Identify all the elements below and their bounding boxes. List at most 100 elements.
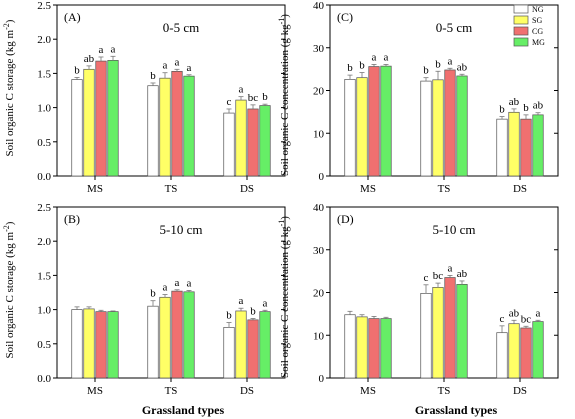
- bar-mg-ms: [107, 60, 119, 177]
- x-tick-label: TS: [438, 385, 451, 397]
- y-axis-title: Soil organic C concentration (g kg-1): [277, 216, 291, 378]
- significance-label: a: [163, 282, 168, 294]
- bar-mg-ts: [183, 75, 195, 177]
- bar-sg-ts: [159, 296, 171, 379]
- depth-label: 0-5 cm: [436, 20, 472, 35]
- y-tick-label: 1.5: [37, 68, 51, 80]
- y-tick-label: 2.5: [37, 0, 51, 12]
- bar-ng-ms: [71, 79, 83, 177]
- y-axis-title: Soil organic C storage (kg m-2): [2, 221, 16, 358]
- y-tick-label: 0.5: [37, 339, 51, 351]
- bar-cg-ms: [95, 60, 107, 177]
- bar-mg-ds: [532, 114, 544, 177]
- significance-label: c: [500, 313, 505, 325]
- bar-ng-ds: [223, 327, 235, 379]
- significance-label: b: [523, 102, 529, 114]
- legend-label-mg: MG: [532, 38, 545, 47]
- y-axis-title-main: Soil organic C storage (kg m: [4, 231, 16, 358]
- y-tick-label: 1.0: [37, 103, 51, 115]
- x-tick-label: MS: [87, 385, 103, 397]
- bar-cg-ts: [444, 277, 456, 379]
- y-axis-title-main: Soil organic C storage (kg m: [4, 29, 16, 156]
- significance-label: a: [263, 297, 268, 309]
- y-axis-title-superscript: -1: [277, 18, 286, 25]
- bar-cg-ts: [444, 69, 456, 177]
- bar-mg-ts: [456, 75, 468, 177]
- legend-label-cg: CG: [532, 27, 543, 36]
- significance-label: a: [372, 51, 377, 63]
- bar-ng-ds: [496, 118, 508, 177]
- y-axis-title-main: Soil organic C concentration (g kg: [279, 226, 291, 378]
- significance-label: ab: [509, 307, 520, 319]
- y-tick-label: 30: [313, 245, 325, 257]
- significance-label: bc: [433, 270, 444, 282]
- bar-mg-ds: [532, 321, 544, 379]
- bar-sg-ds: [235, 310, 247, 379]
- bar-cg-ms: [95, 311, 107, 379]
- y-tick-label: 2.0: [37, 236, 51, 248]
- legend-swatch-sg: [513, 15, 529, 25]
- significance-label: a: [111, 43, 116, 55]
- legend-label-ng: NG: [532, 5, 544, 14]
- bar-sg-ts: [432, 79, 444, 177]
- bar-ng-ms: [344, 314, 356, 379]
- significance-label: a: [536, 307, 541, 319]
- significance-label: c: [424, 272, 429, 284]
- bar-sg-ms: [83, 68, 95, 177]
- y-tick-label: 0: [319, 171, 325, 183]
- x-tick-label: DS: [513, 385, 527, 397]
- bar-cg-ts: [171, 290, 183, 379]
- x-tick-label: MS: [360, 183, 376, 195]
- y-axis-title-end: ): [279, 216, 291, 220]
- y-tick-label: 2.5: [37, 202, 51, 214]
- y-axis-title-main: Soil organic C concentration (g kg: [279, 24, 291, 176]
- panel-label: (B): [64, 212, 80, 226]
- legend-swatch-mg: [513, 37, 529, 47]
- bar-ng-ts: [420, 293, 432, 379]
- x-tick-label: TS: [165, 385, 178, 397]
- panels: 0.00.51.01.52.02.5MS TS DSb bcabaaaabcaab(A…: [2, 0, 559, 397]
- significance-label: ab: [533, 100, 544, 112]
- significance-label: b: [347, 62, 353, 74]
- significance-label: b: [150, 70, 156, 82]
- y-tick-label: 40: [313, 0, 325, 12]
- bar-sg-ms: [356, 77, 368, 177]
- x-tick-label: DS: [240, 385, 254, 397]
- significance-label: b: [499, 104, 505, 116]
- significance-label: b: [250, 305, 256, 317]
- y-tick-label: 20: [313, 288, 325, 300]
- significance-label: a: [163, 60, 168, 72]
- bar-sg-ds: [508, 323, 520, 379]
- significance-label: a: [384, 51, 389, 63]
- bar-sg-ds: [235, 99, 247, 177]
- panel-label: (A): [64, 10, 81, 24]
- bar-ng-ds: [496, 332, 508, 379]
- depth-label: 0-5 cm: [163, 20, 199, 35]
- y-axis-title-end: ): [4, 221, 16, 225]
- significance-label: b: [74, 65, 80, 77]
- x-axis-title-left: Grassland types: [142, 403, 225, 417]
- bar-sg-ms: [83, 308, 95, 379]
- significance-label: a: [448, 262, 453, 274]
- x-tick-label: DS: [513, 183, 527, 195]
- y-axis-title-superscript: -2: [2, 225, 11, 232]
- y-axis-title-superscript: -1: [277, 220, 286, 227]
- legend-swatch-cg: [513, 26, 529, 36]
- bar-ng-ts: [420, 80, 432, 177]
- y-tick-label: 1.5: [37, 270, 51, 282]
- significance-label: a: [175, 277, 180, 289]
- chart-panel-3: 0.00.51.01.52.02.5MS TS DSbbaaabaa(B)5-10 …: [2, 202, 286, 397]
- legend-label-sg: SG: [532, 16, 542, 25]
- bar-cg-ms: [368, 66, 380, 177]
- significance-label: ab: [457, 268, 468, 280]
- bar-mg-ds: [259, 105, 271, 177]
- significance-label: b: [435, 58, 441, 70]
- y-tick-label: 20: [313, 86, 325, 98]
- significance-label: b: [262, 91, 268, 103]
- y-tick-label: 1.0: [37, 305, 51, 317]
- bar-sg-ts: [432, 287, 444, 379]
- x-tick-label: TS: [438, 183, 451, 195]
- significance-label: a: [239, 84, 244, 96]
